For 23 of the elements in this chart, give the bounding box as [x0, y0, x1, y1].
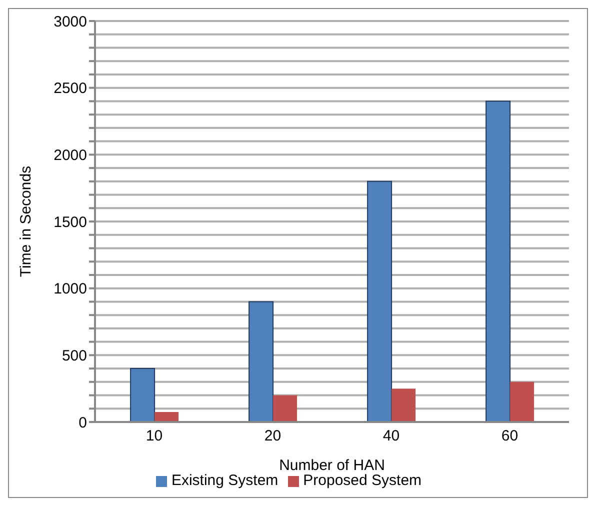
- y-tick-label: 2000: [54, 146, 87, 164]
- y-tick-label: 500: [62, 347, 87, 364]
- bar: [392, 388, 416, 422]
- bar: [154, 412, 179, 422]
- bar: [130, 368, 156, 422]
- y-tick-label: 1000: [54, 280, 87, 298]
- y-tick-label: 1500: [54, 214, 87, 231]
- legend-label: Proposed System: [303, 472, 422, 489]
- y-tick-label: 2500: [54, 80, 87, 98]
- x-tick-label: 40: [382, 428, 400, 445]
- bar: [273, 395, 298, 422]
- bar: [248, 301, 274, 422]
- y-axis-title: Time in Seconds: [17, 166, 34, 278]
- x-tick-label: 20: [264, 428, 282, 445]
- x-tick-label: 60: [501, 428, 518, 445]
- bar: [486, 100, 511, 422]
- x-tick-label: 10: [146, 428, 163, 445]
- bar: [510, 382, 534, 422]
- y-tick-label: 0: [78, 414, 87, 432]
- legend-label: Existing System: [171, 472, 278, 489]
- bar: [367, 180, 392, 422]
- x-axis-title: Number of HAN: [279, 457, 385, 474]
- y-tick-label: 3000: [54, 13, 87, 30]
